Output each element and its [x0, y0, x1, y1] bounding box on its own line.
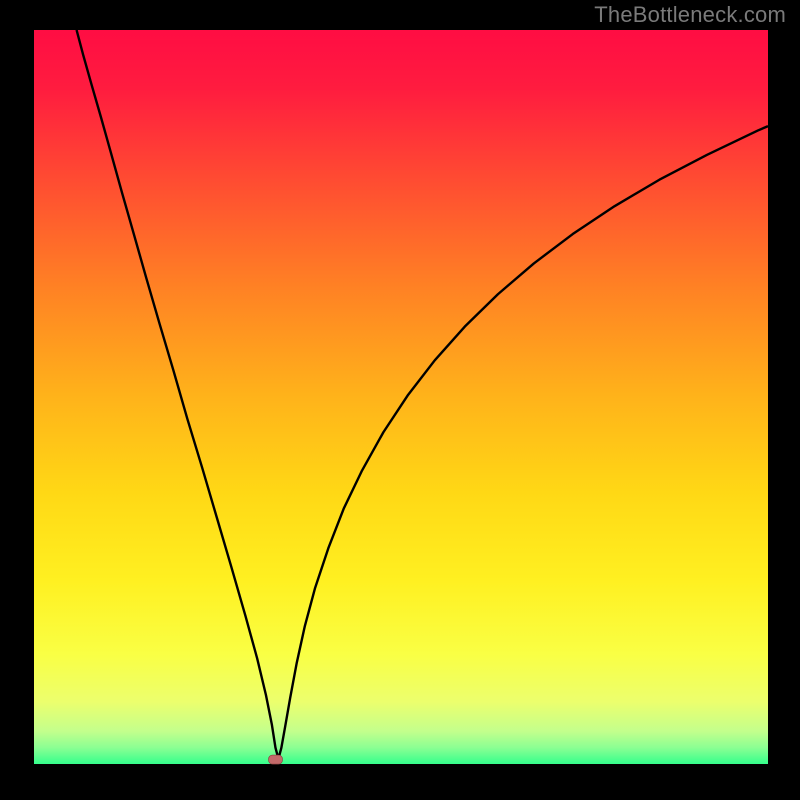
chart-frame: TheBottleneck.com [0, 0, 800, 800]
gradient-background [34, 30, 768, 764]
minimum-marker-dot [268, 755, 282, 764]
watermark-text: TheBottleneck.com [594, 2, 786, 28]
bottleneck-curve-chart [0, 0, 800, 800]
